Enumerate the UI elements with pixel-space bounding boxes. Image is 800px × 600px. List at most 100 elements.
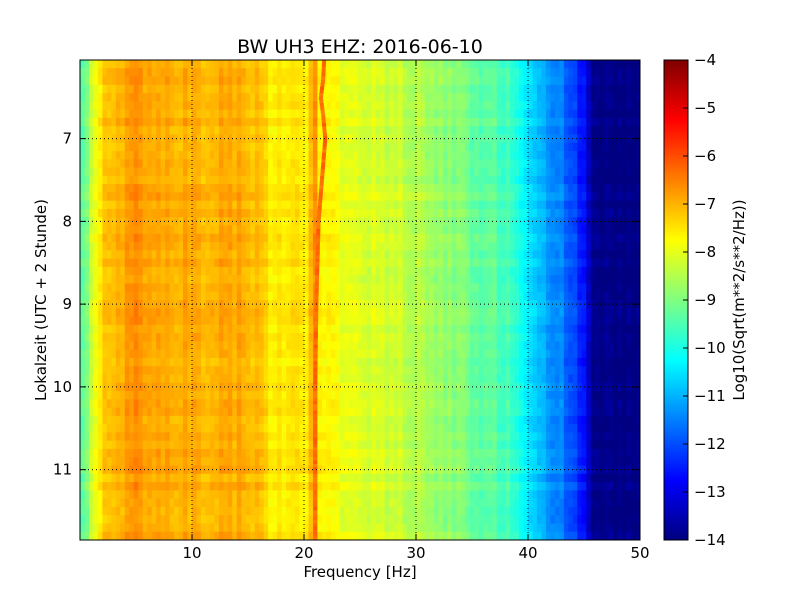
heatmap-cell <box>335 333 341 342</box>
heatmap-cell <box>608 101 614 111</box>
heatmap-cell <box>577 250 583 260</box>
heatmap-cell <box>478 208 484 218</box>
heatmap-cell <box>120 308 126 318</box>
heatmap-cell <box>142 134 148 144</box>
heatmap-cell <box>205 76 211 86</box>
heatmap-cell <box>523 93 529 102</box>
heatmap-cell <box>80 250 86 260</box>
heatmap-cell <box>478 117 484 127</box>
heatmap-cell <box>559 258 565 268</box>
heatmap-cell <box>393 101 399 111</box>
heatmap-cell <box>528 341 534 351</box>
heatmap-cell <box>631 275 637 285</box>
heatmap-cell <box>514 357 520 367</box>
heatmap-cell <box>433 109 439 119</box>
heatmap-cell <box>604 283 610 293</box>
heatmap-cell <box>465 126 471 136</box>
heatmap-cell <box>102 76 108 86</box>
heatmap-cell <box>223 84 229 94</box>
heatmap-cell <box>416 151 422 160</box>
heatmap-cell <box>348 283 354 293</box>
heatmap-cell <box>138 117 144 127</box>
heatmap-cell <box>339 324 345 334</box>
heatmap-cell <box>277 84 283 94</box>
heatmap-cell <box>402 184 408 194</box>
heatmap-cell <box>519 60 525 69</box>
heatmap-cell <box>281 225 287 235</box>
heatmap-cell <box>617 84 623 94</box>
heatmap-cell <box>187 225 193 235</box>
heatmap-cell <box>501 242 507 251</box>
heatmap-cell <box>398 258 404 268</box>
heatmap-cell <box>380 333 386 342</box>
heatmap-cell <box>115 275 121 285</box>
heatmap-cell <box>380 76 386 86</box>
heatmap-cell <box>151 341 157 351</box>
heatmap-cell <box>398 142 404 152</box>
heatmap-cell <box>407 349 413 359</box>
heatmap-cell <box>330 126 336 136</box>
heatmap-cell <box>469 266 475 276</box>
heatmap-cell <box>290 316 296 326</box>
heatmap-cell <box>241 126 247 136</box>
heatmap-cell <box>147 167 153 177</box>
heatmap-cell <box>626 93 632 102</box>
heatmap-cell <box>429 366 435 376</box>
heatmap-cell <box>483 200 489 210</box>
heatmap-cell <box>492 217 498 227</box>
heatmap-cell <box>263 233 269 243</box>
heatmap-cell <box>447 333 453 342</box>
heatmap-cell <box>80 357 86 367</box>
heatmap-cell <box>608 208 614 218</box>
heatmap-cell <box>554 275 560 285</box>
heatmap-cell <box>227 382 233 392</box>
heatmap-cell <box>429 266 435 276</box>
heatmap-cell <box>142 300 148 309</box>
heatmap-cell <box>487 225 493 235</box>
heatmap-cell <box>398 308 404 318</box>
heatmap-cell <box>380 382 386 392</box>
heatmap-cell <box>281 109 287 119</box>
heatmap-cell <box>111 341 117 351</box>
heatmap-cell <box>102 159 108 169</box>
heatmap-cell <box>156 349 162 359</box>
heatmap-cell <box>608 184 614 194</box>
heatmap-cell <box>97 109 103 119</box>
heatmap-cell <box>626 200 632 210</box>
heatmap-cell <box>514 283 520 293</box>
heatmap-cell <box>88 357 95 367</box>
heatmap-cell <box>442 266 448 276</box>
heatmap-cell <box>595 117 601 127</box>
heatmap-cell <box>205 291 211 301</box>
heatmap-cell <box>541 275 547 285</box>
heatmap-cell <box>339 308 345 318</box>
heatmap-cell <box>447 357 453 367</box>
heatmap-cell <box>272 109 278 119</box>
heatmap-cell <box>151 192 157 202</box>
heatmap-cell <box>174 200 180 210</box>
heatmap-cell <box>295 250 301 260</box>
heatmap-cell <box>545 366 551 376</box>
heatmap-cell <box>111 134 117 144</box>
heatmap-cell <box>608 134 614 144</box>
heatmap-cell <box>344 291 350 301</box>
heatmap-cell <box>218 159 224 169</box>
heatmap-cell <box>366 184 372 194</box>
heatmap-cell <box>160 382 166 392</box>
heatmap-cell <box>97 60 103 69</box>
heatmap-cell <box>344 300 350 309</box>
heatmap-cell <box>339 291 345 301</box>
heatmap-cell <box>577 291 583 301</box>
heatmap-cell <box>375 225 381 235</box>
heatmap-cell <box>568 142 574 152</box>
heatmap-cell <box>200 283 207 293</box>
heatmap-cell <box>554 109 560 119</box>
heatmap-cell <box>469 126 475 136</box>
heatmap-cell <box>626 101 632 111</box>
heatmap-cell <box>514 93 520 102</box>
heatmap-cell <box>424 357 431 367</box>
heatmap-cell <box>339 68 345 78</box>
heatmap-cell <box>456 333 462 342</box>
heatmap-cell <box>523 142 529 152</box>
heatmap-cell <box>326 142 332 152</box>
